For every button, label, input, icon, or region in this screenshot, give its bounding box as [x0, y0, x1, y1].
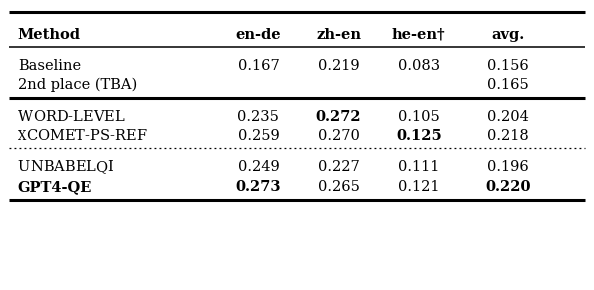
Text: Method: Method — [18, 28, 81, 42]
Text: 0.125: 0.125 — [396, 129, 442, 143]
Text: 0.218: 0.218 — [487, 129, 529, 143]
Text: avg.: avg. — [491, 28, 525, 42]
Text: A: A — [53, 160, 64, 174]
Text: U: U — [18, 160, 30, 174]
Text: -: - — [109, 129, 114, 143]
Text: O: O — [33, 110, 45, 124]
Text: D: D — [56, 110, 68, 124]
Text: 0.204: 0.204 — [487, 110, 529, 124]
Text: 0.249: 0.249 — [238, 160, 279, 174]
Text: Q: Q — [95, 160, 108, 174]
Text: S: S — [99, 129, 109, 143]
Text: he-en†: he-en† — [392, 28, 446, 42]
Text: R: R — [114, 129, 125, 143]
Text: X: X — [18, 130, 26, 143]
Text: 0.165: 0.165 — [487, 78, 529, 92]
Text: 0.105: 0.105 — [398, 110, 440, 124]
Text: E: E — [125, 129, 136, 143]
Text: T: T — [75, 129, 85, 143]
Text: Baseline: Baseline — [18, 59, 81, 73]
Text: C: C — [26, 129, 37, 143]
Text: N: N — [30, 160, 43, 174]
Text: V: V — [93, 110, 103, 124]
Text: E: E — [82, 110, 93, 124]
Text: R: R — [45, 110, 56, 124]
Text: 0.121: 0.121 — [398, 180, 440, 194]
Text: GPT4-QE: GPT4-QE — [18, 180, 92, 194]
Text: L: L — [114, 110, 124, 124]
Text: E: E — [64, 129, 75, 143]
Text: 0.272: 0.272 — [316, 110, 361, 124]
Text: en-de: en-de — [236, 28, 281, 42]
Text: 0.156: 0.156 — [487, 59, 529, 73]
Text: 0.167: 0.167 — [238, 59, 279, 73]
Text: 0.196: 0.196 — [487, 160, 529, 174]
Text: 0.273: 0.273 — [236, 180, 281, 194]
Text: 0.265: 0.265 — [318, 180, 359, 194]
Text: 0.227: 0.227 — [318, 160, 359, 174]
Text: E: E — [103, 110, 114, 124]
Text: E: E — [75, 160, 86, 174]
Text: O: O — [37, 129, 49, 143]
Text: F: F — [136, 129, 146, 143]
Text: 0.111: 0.111 — [398, 160, 440, 174]
Text: P: P — [90, 129, 99, 143]
Text: 0.220: 0.220 — [485, 180, 530, 194]
Text: 2nd place (TBA): 2nd place (TBA) — [18, 78, 137, 93]
Text: B: B — [43, 160, 53, 174]
Text: 0.259: 0.259 — [238, 129, 279, 143]
Text: W: W — [18, 110, 33, 124]
Text: M: M — [49, 129, 64, 143]
Text: -: - — [68, 110, 72, 124]
Text: -: - — [85, 129, 90, 143]
Text: 0.219: 0.219 — [318, 59, 359, 73]
Text: L: L — [86, 160, 95, 174]
Text: L: L — [72, 110, 82, 124]
Text: 0.270: 0.270 — [318, 129, 359, 143]
Text: 0.235: 0.235 — [238, 110, 279, 124]
Text: I: I — [108, 160, 113, 174]
Text: 0.083: 0.083 — [398, 59, 440, 73]
Text: zh-en: zh-en — [316, 28, 361, 42]
Text: B: B — [64, 160, 75, 174]
